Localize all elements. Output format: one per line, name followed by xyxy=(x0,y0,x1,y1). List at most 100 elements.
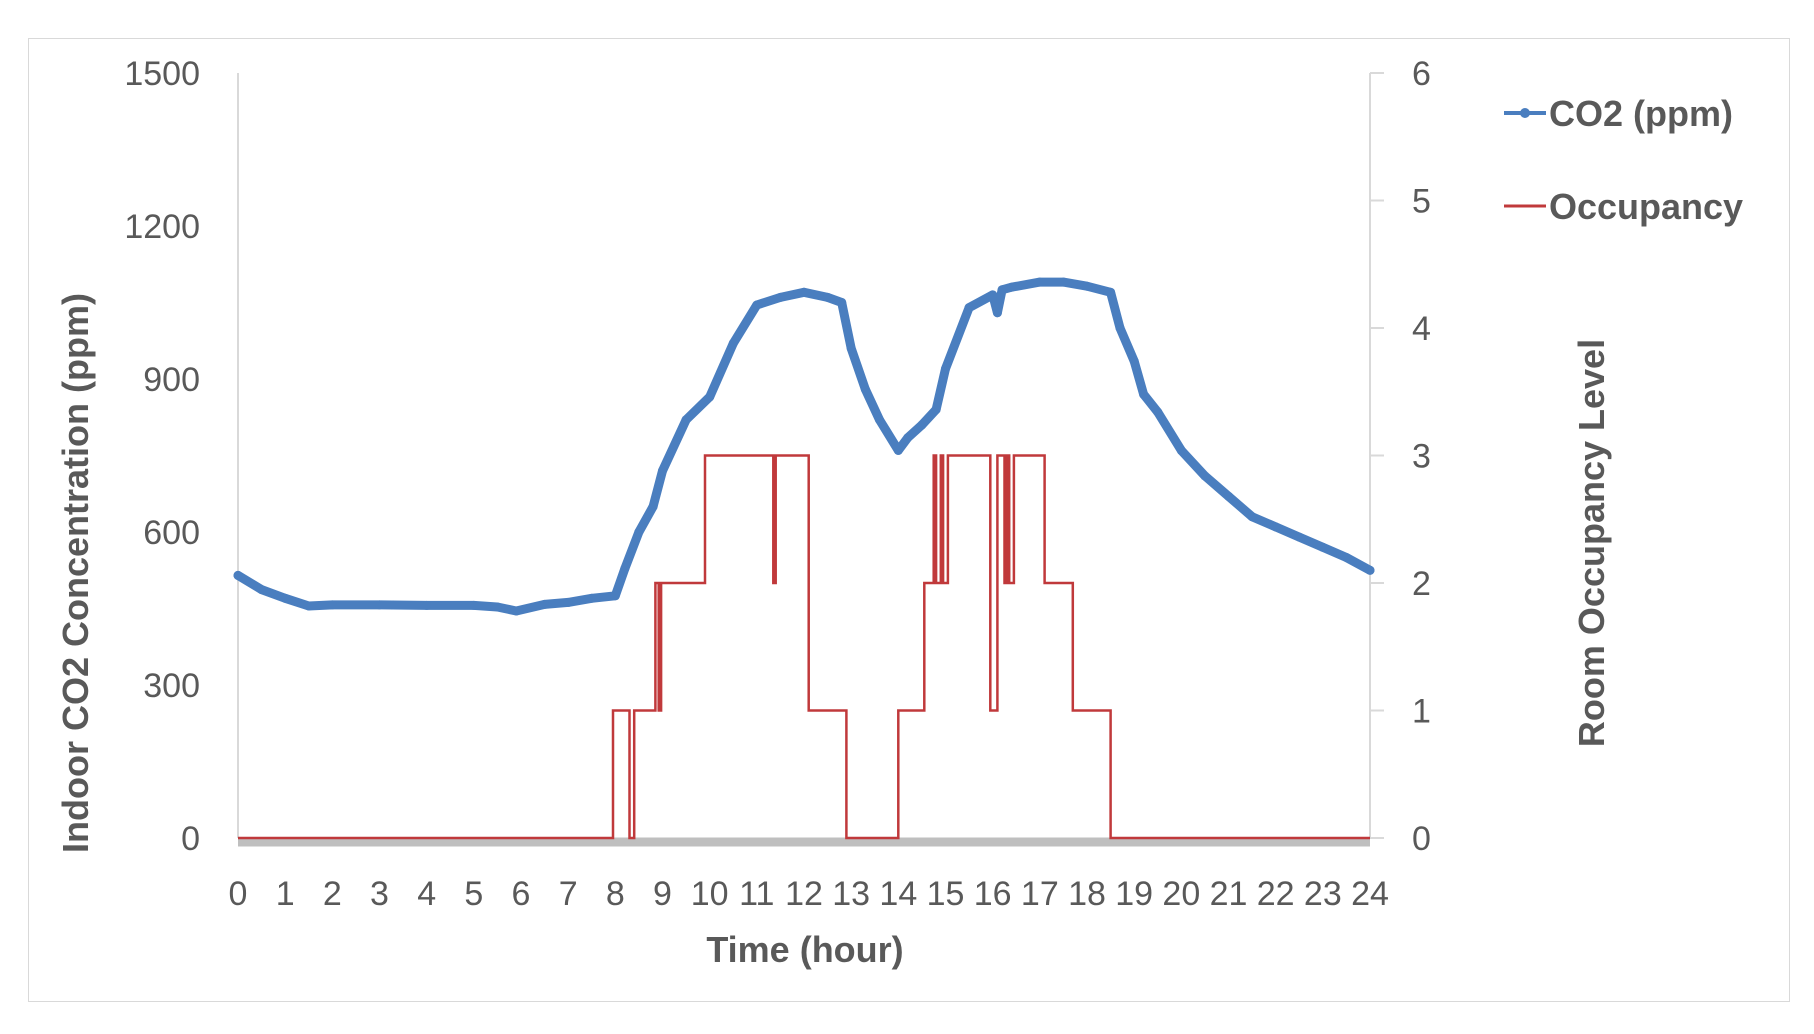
x-axis-title: Time (hour) xyxy=(706,929,903,970)
x-tick-label: 7 xyxy=(559,875,578,913)
y-right-tick-label: 0 xyxy=(1412,820,1431,858)
co2-data-point xyxy=(1129,356,1139,366)
co2-data-point xyxy=(1200,471,1210,481)
x-tick-label: 0 xyxy=(229,875,248,913)
x-tick-label: 24 xyxy=(1351,875,1389,913)
co2-series-line xyxy=(233,277,1375,616)
co2-data-point xyxy=(1365,565,1375,575)
x-tick-label: 18 xyxy=(1068,875,1106,913)
co2-data-point xyxy=(705,392,715,402)
co2-data-point xyxy=(1007,282,1016,292)
series-layer xyxy=(233,277,1375,840)
co2-data-point xyxy=(563,597,573,607)
co2-data-point xyxy=(1176,445,1186,455)
legend-co2-label: CO2 (ppm) xyxy=(1549,93,1733,134)
co2-data-point xyxy=(1139,389,1149,399)
legend-occupancy-label: Occupancy xyxy=(1549,186,1743,227)
x-tick-label: 23 xyxy=(1304,875,1342,913)
y-left-tick-label: 0 xyxy=(181,820,200,858)
co2-data-point xyxy=(846,343,856,353)
co2-data-point xyxy=(658,466,667,476)
co2-data-point xyxy=(681,415,691,425)
co2-data-point xyxy=(304,601,314,611)
co2-data-point xyxy=(327,600,337,610)
co2-data-point xyxy=(422,600,432,610)
x-tick-label: 22 xyxy=(1257,875,1295,913)
co2-data-point xyxy=(492,602,502,612)
co2-data-point xyxy=(1058,277,1068,287)
co2-data-point xyxy=(648,502,658,511)
x-tick-label: 10 xyxy=(691,875,729,913)
x-tick-label: 14 xyxy=(879,875,917,913)
y-right-tick-label: 5 xyxy=(1412,183,1431,221)
co2-data-point xyxy=(280,593,290,603)
x-tick-label: 6 xyxy=(512,875,531,913)
co2-data-point xyxy=(511,606,521,616)
x-tick-label: 13 xyxy=(832,875,870,913)
co2-data-point xyxy=(233,570,243,580)
co2-data-point xyxy=(893,445,903,455)
co2-data-point xyxy=(375,600,384,610)
co2-data-point xyxy=(1247,512,1257,522)
x-tick-label: 9 xyxy=(653,875,672,913)
co2-data-point xyxy=(799,287,809,297)
x-tick-label: 17 xyxy=(1021,875,1059,913)
co2-data-point xyxy=(610,591,620,601)
co2-data-point xyxy=(1318,542,1328,552)
co2-data-point xyxy=(1115,323,1125,333)
x-tick-label: 19 xyxy=(1115,875,1153,913)
y-right-tick-label: 6 xyxy=(1412,55,1431,93)
x-tick-label: 15 xyxy=(927,875,965,913)
co2-data-point xyxy=(752,300,762,310)
x-tick-label: 12 xyxy=(785,875,823,913)
y-right-tick-label: 1 xyxy=(1412,693,1431,731)
x-tick-label: 21 xyxy=(1210,875,1248,913)
co2-data-point xyxy=(917,420,927,430)
co2-data-point xyxy=(540,599,550,609)
y-right-tick-label: 2 xyxy=(1412,565,1431,603)
co2-data-point xyxy=(1153,407,1163,417)
co2-data-point xyxy=(587,593,597,603)
y-axis-right-title: Room Occupancy Level xyxy=(1571,339,1612,747)
co2-data-point xyxy=(634,527,644,537)
co2-data-point xyxy=(469,600,479,610)
co2-data-point xyxy=(837,298,847,307)
y-left-tick-label: 600 xyxy=(143,514,200,552)
co2-data-point xyxy=(620,564,630,574)
co2-data-point xyxy=(823,292,833,302)
occupancy-series-line xyxy=(238,454,1370,840)
co2-data-point xyxy=(992,308,1002,318)
y-right-tick-label: 3 xyxy=(1412,438,1431,476)
co2-data-point xyxy=(997,285,1007,295)
co2-data-point xyxy=(964,303,974,313)
co2-data-point xyxy=(1082,281,1092,291)
co2-data-point xyxy=(257,585,267,595)
co2-data-point xyxy=(903,433,913,443)
axes xyxy=(237,72,1384,847)
co2-data-point xyxy=(1341,553,1351,562)
legend: CO2 (ppm) Occupancy xyxy=(1504,93,1743,227)
y-left-tick-label: 1200 xyxy=(124,208,200,246)
x-tick-label: 5 xyxy=(464,875,483,913)
legend-entry-occupancy: Occupancy xyxy=(1504,186,1743,227)
co2-data-point xyxy=(1106,287,1116,297)
x-tick-label: 8 xyxy=(606,875,625,913)
co2-data-point xyxy=(728,338,738,348)
x-tick-label: 11 xyxy=(739,875,774,913)
co2-data-point xyxy=(988,290,998,300)
x-tick-label: 4 xyxy=(417,875,436,913)
legend-entry-co2: CO2 (ppm) xyxy=(1504,93,1733,134)
y-right-tick-label: 4 xyxy=(1412,310,1431,348)
x-tick-label: 20 xyxy=(1162,875,1200,913)
co2-data-point xyxy=(941,364,950,374)
x-tick-label: 1 xyxy=(276,875,295,913)
co2-data-point xyxy=(1271,522,1281,532)
co2-data-point xyxy=(775,292,785,302)
co2-data-point xyxy=(931,405,941,415)
x-tick-label: 2 xyxy=(323,875,342,913)
y-left-tick-label: 900 xyxy=(143,361,200,399)
co2-data-point xyxy=(860,384,870,394)
legend-co2-marker xyxy=(1520,108,1530,118)
